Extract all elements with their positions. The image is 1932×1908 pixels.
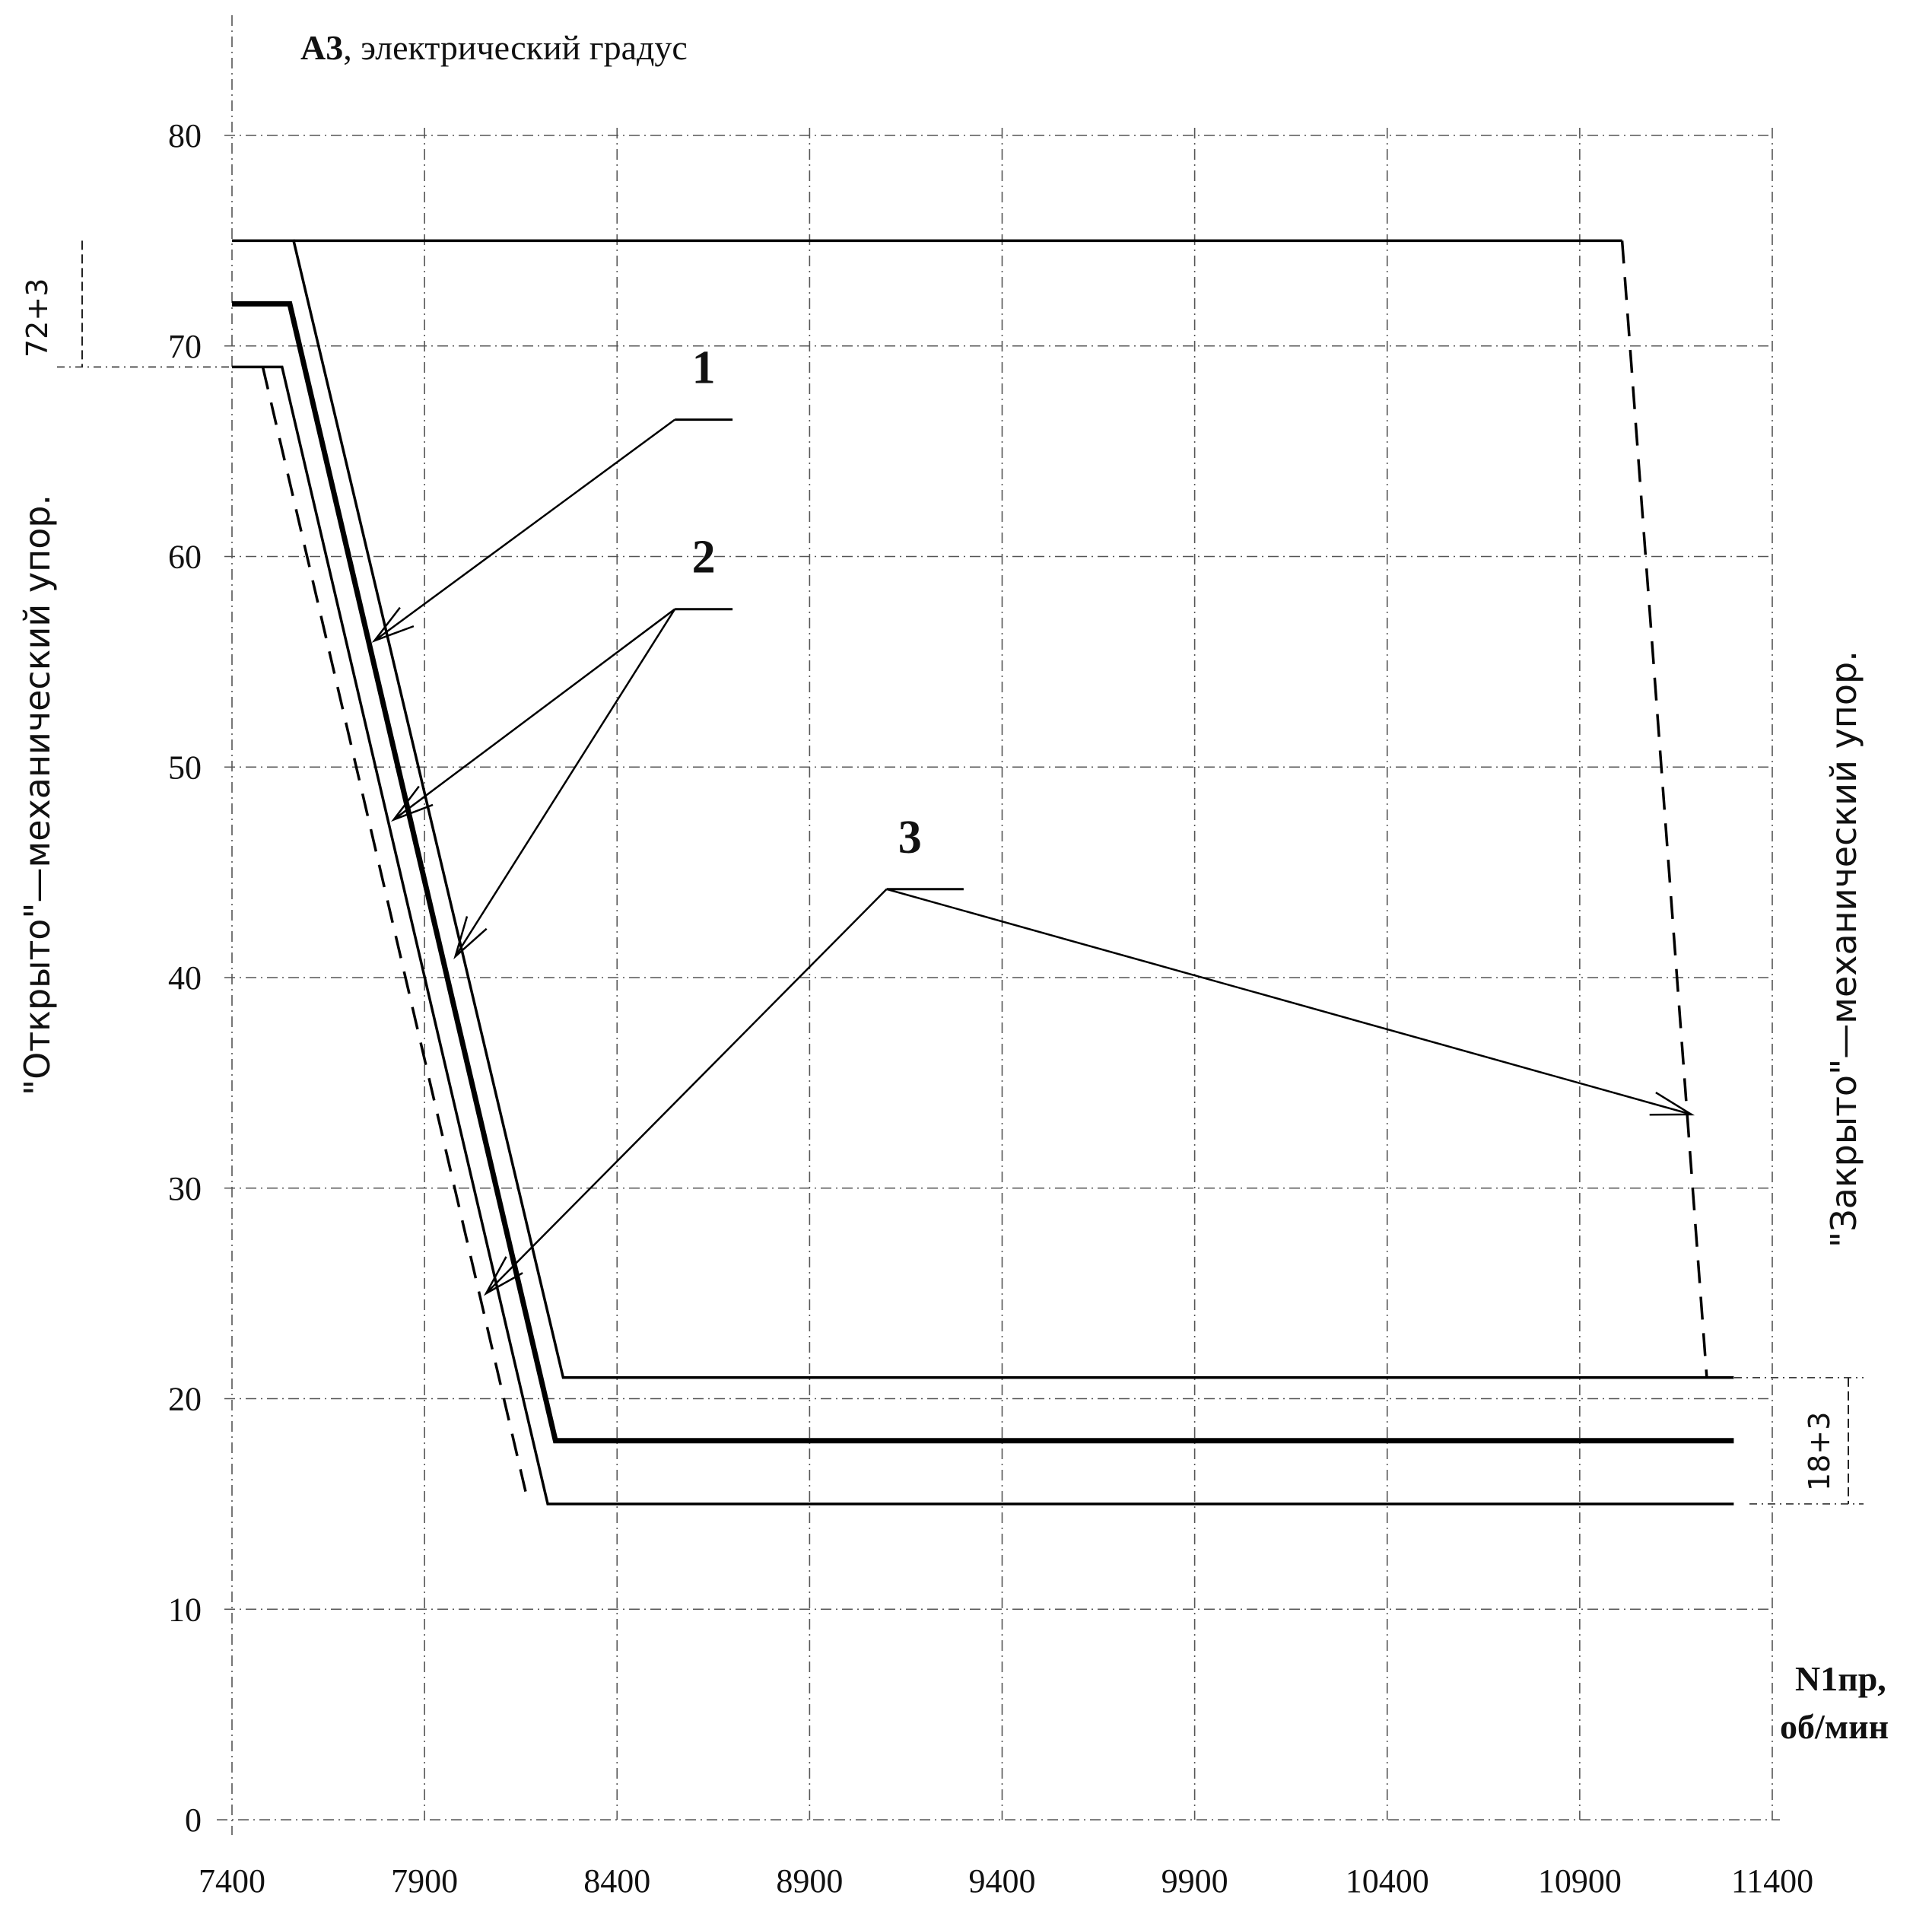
callout-label-3: 3	[898, 812, 922, 863]
chart-title: A3, электрический градус	[300, 28, 688, 67]
grid	[57, 15, 1864, 1835]
callout-leader-3	[886, 888, 1692, 1116]
callout-arrowhead-2	[391, 785, 434, 822]
y-tick-label: 80	[168, 117, 202, 154]
x-tick-label: 8900	[776, 1862, 843, 1900]
callout-arrowhead-2	[453, 916, 488, 960]
y-tick-label: 50	[168, 749, 202, 786]
tick-labels: 7400 7900 8400 8900 9400 9900 10400 10900 11400 0…	[168, 117, 1813, 1900]
callout-leader-1	[373, 418, 675, 642]
x-tick-label: 10400	[1346, 1862, 1429, 1900]
x-tick-label: 11400	[1731, 1862, 1813, 1900]
series-line-lower	[232, 365, 1734, 1506]
x-tick-label: 10900	[1538, 1862, 1622, 1900]
series-line-nominal	[232, 301, 1734, 1444]
y-tick-label: 10	[168, 1591, 202, 1628]
open-tolerance-label: 72+3	[21, 278, 54, 358]
x-axis-label-line1: N1пр,	[1795, 1659, 1886, 1698]
x-tick-label: 9900	[1161, 1862, 1228, 1900]
left-side-label: "Открыто"—механический упор.	[17, 494, 58, 1096]
callout-arrowhead-3	[1649, 1091, 1695, 1116]
callout-label-2: 2	[692, 532, 716, 584]
x-tick-label: 8400	[583, 1862, 650, 1900]
x-tick-label: 7400	[199, 1862, 265, 1900]
y-tick-label: 60	[168, 539, 202, 576]
y-tick-label: 20	[168, 1381, 202, 1418]
series-group	[232, 239, 1734, 1506]
closed-tolerance-label: 18+3	[1803, 1412, 1836, 1491]
x-axis-label-line2: об/мин	[1780, 1707, 1889, 1746]
y-tick-label: 30	[168, 1170, 202, 1207]
callout-label-1: 1	[692, 342, 716, 394]
x-tick-label: 9400	[969, 1862, 1036, 1900]
y-tick-label: 40	[168, 959, 202, 997]
series-line-dashed-open	[261, 367, 530, 1505]
y-tick-label: 0	[185, 1801, 202, 1839]
callout-leader-3	[485, 888, 888, 1295]
right-side-label: "Закрыто"—механический упор.	[1823, 650, 1864, 1248]
y-tick-label: 70	[168, 328, 202, 365]
callout-arrowhead-1	[371, 606, 415, 643]
callout-arrowhead-3	[483, 1256, 523, 1296]
callout-leader-2	[392, 608, 675, 821]
series-line-dashed-close	[1620, 240, 1708, 1378]
series-line-upper	[232, 239, 1734, 1379]
callouts: 1 2 3	[371, 342, 1695, 1296]
callout-leader-2	[454, 609, 676, 957]
x-tick-label: 7900	[391, 1862, 458, 1900]
